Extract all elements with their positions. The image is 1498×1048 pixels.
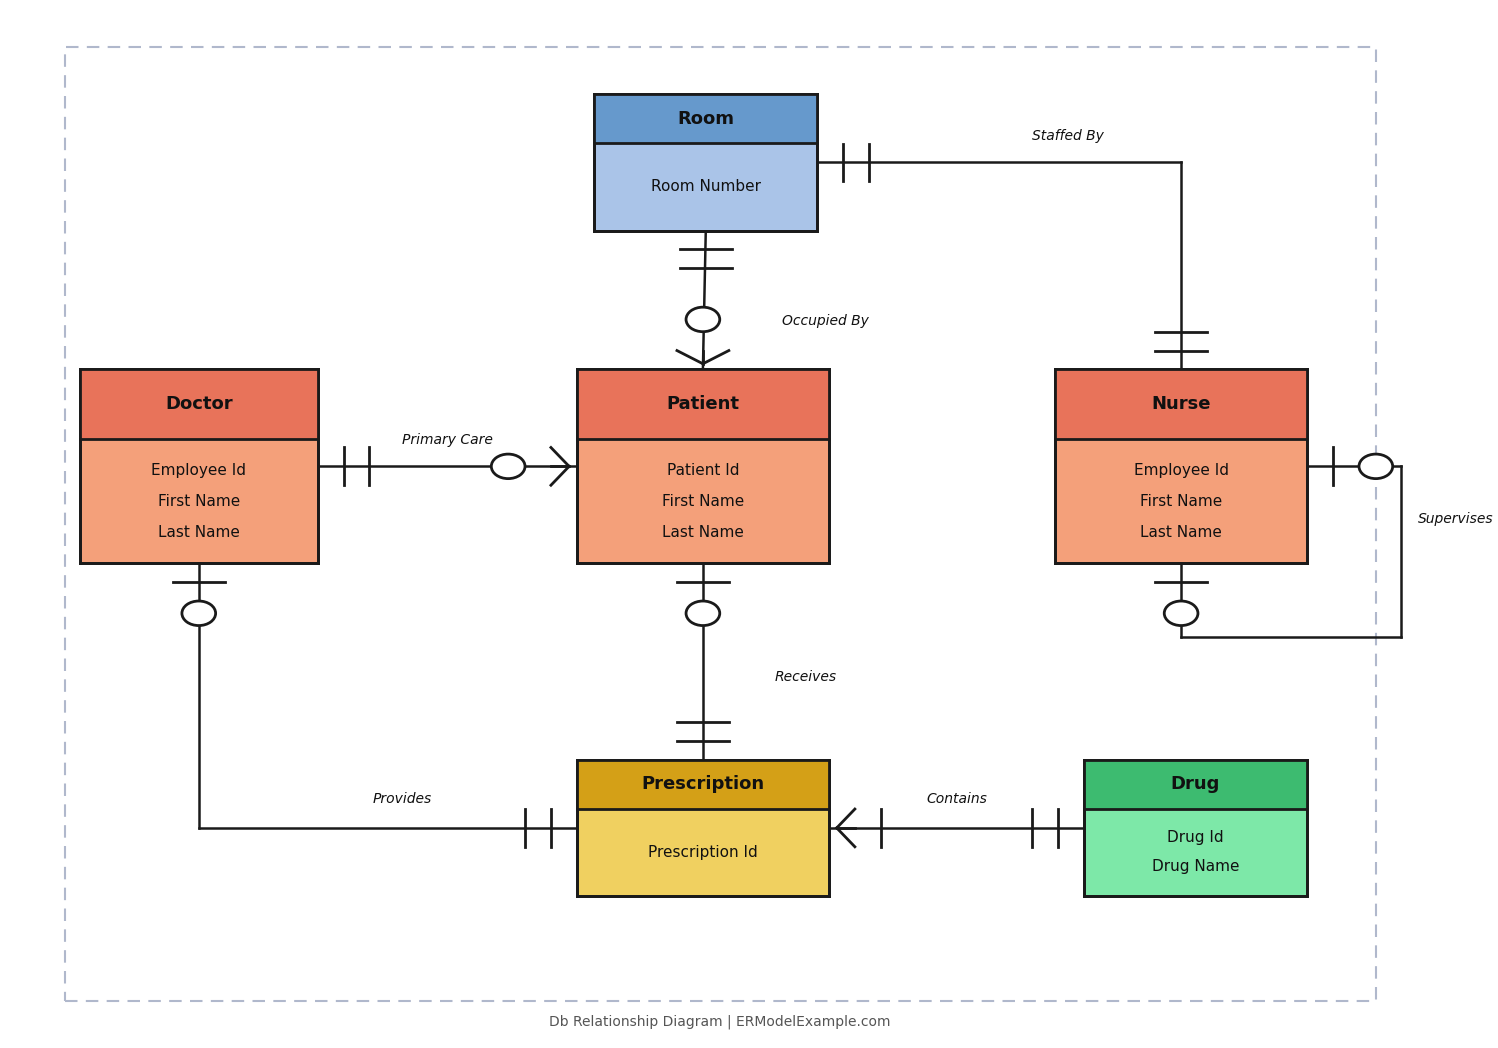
Text: Last Name: Last Name (1140, 525, 1222, 540)
Bar (595, 94, 818, 231)
Text: Prescription Id: Prescription Id (649, 845, 758, 860)
Bar (1085, 760, 1308, 809)
Text: Receives: Receives (774, 671, 837, 684)
Circle shape (686, 307, 719, 331)
Text: Supervises: Supervises (1419, 511, 1494, 526)
Bar (79, 370, 318, 439)
Text: Drug Name: Drug Name (1152, 859, 1239, 874)
Bar (577, 760, 828, 809)
Text: Last Name: Last Name (157, 525, 240, 540)
Text: Last Name: Last Name (662, 525, 745, 540)
Text: Db Relationship Diagram | ERModelExample.com: Db Relationship Diagram | ERModelExample… (550, 1014, 891, 1029)
Bar (1055, 370, 1308, 564)
Text: First Name: First Name (662, 494, 745, 508)
Bar (577, 370, 828, 439)
Circle shape (1164, 602, 1198, 626)
Text: Nurse: Nurse (1152, 395, 1210, 413)
Text: Doctor: Doctor (165, 395, 232, 413)
Text: First Name: First Name (1140, 494, 1222, 508)
Text: Room: Room (677, 110, 734, 128)
Circle shape (491, 454, 524, 479)
Text: Room Number: Room Number (650, 179, 761, 195)
Bar (577, 370, 828, 564)
Text: Staffed By: Staffed By (1032, 129, 1104, 144)
Text: Drug: Drug (1171, 776, 1221, 793)
Bar (577, 760, 828, 896)
Text: Occupied By: Occupied By (782, 314, 869, 328)
Bar (1055, 370, 1308, 439)
Text: Prescription: Prescription (641, 776, 764, 793)
Bar (79, 370, 318, 564)
Text: First Name: First Name (157, 494, 240, 508)
Bar (595, 94, 818, 144)
Text: Drug Id: Drug Id (1167, 830, 1224, 846)
Text: Patient: Patient (667, 395, 740, 413)
Text: Primary Care: Primary Care (401, 433, 493, 447)
Text: Contains: Contains (926, 791, 987, 806)
Text: Provides: Provides (373, 791, 431, 806)
Text: Patient Id: Patient Id (667, 463, 739, 478)
Circle shape (181, 602, 216, 626)
Text: Employee Id: Employee Id (1134, 463, 1228, 478)
Bar (1085, 760, 1308, 896)
Circle shape (686, 602, 719, 626)
Text: Employee Id: Employee Id (151, 463, 246, 478)
Circle shape (1359, 454, 1393, 479)
